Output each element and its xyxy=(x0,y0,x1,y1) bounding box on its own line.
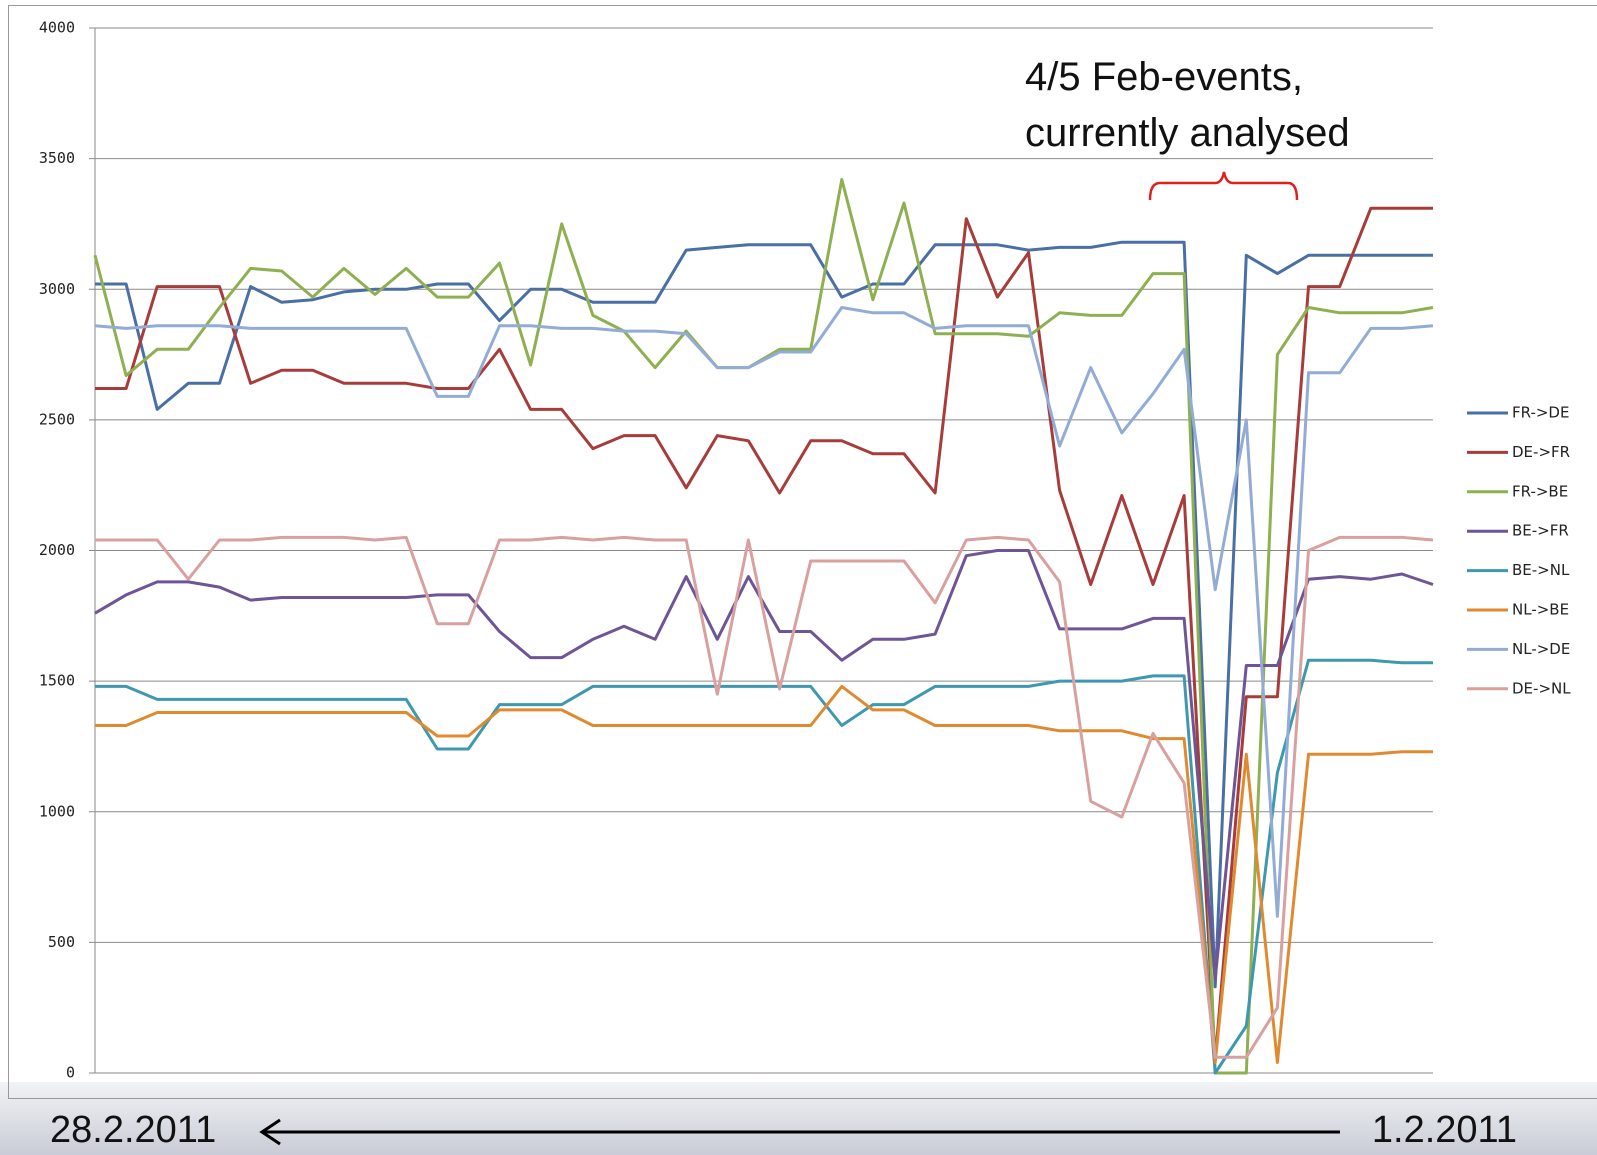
series-line xyxy=(94,549,1434,981)
legend-label: FR->DE xyxy=(1512,404,1569,422)
legend-label: DE->NL xyxy=(1512,679,1571,697)
footer-left: 28.2.2011 xyxy=(50,1109,216,1151)
legend-label: FR->BE xyxy=(1512,482,1568,500)
legend-label: DE->FR xyxy=(1512,443,1570,461)
y-tick-label: 1500 xyxy=(39,672,75,690)
brace xyxy=(1148,171,1299,201)
series-line xyxy=(95,206,1433,1062)
y-tick-label: 3500 xyxy=(39,149,75,167)
legend-label: BE->FR xyxy=(1512,522,1569,540)
footer-right: 1.2.2011 xyxy=(1372,1109,1517,1151)
y-tick-label: 500 xyxy=(48,933,75,951)
series-line xyxy=(93,178,1434,1075)
footer-band xyxy=(0,1082,1597,1155)
annotation: 4/5 Feb-events, xyxy=(1025,55,1303,99)
chart-frame xyxy=(8,5,1597,1099)
y-tick-label: 1000 xyxy=(39,802,75,820)
arrow-head xyxy=(259,1118,281,1146)
series-line xyxy=(94,306,1434,918)
legend-label: BE->NL xyxy=(1512,561,1570,579)
legend-label: NL->DE xyxy=(1512,640,1570,658)
y-tick-label: 3000 xyxy=(39,280,75,298)
y-tick-label: 2500 xyxy=(39,410,75,428)
y-tick-label: 2000 xyxy=(39,541,75,559)
y-tick-label: 4000 xyxy=(39,19,75,37)
series-line xyxy=(95,240,1433,989)
annotation: currently analysed xyxy=(1025,111,1350,155)
legend-label: NL->BE xyxy=(1512,601,1569,619)
y-tick-label: 0 xyxy=(66,1064,75,1082)
plot: 0 500 1000 1500 2000 2500 3000 3500 4000 FR->DE DE… xyxy=(39,19,1571,1082)
series-line xyxy=(95,535,1434,1059)
